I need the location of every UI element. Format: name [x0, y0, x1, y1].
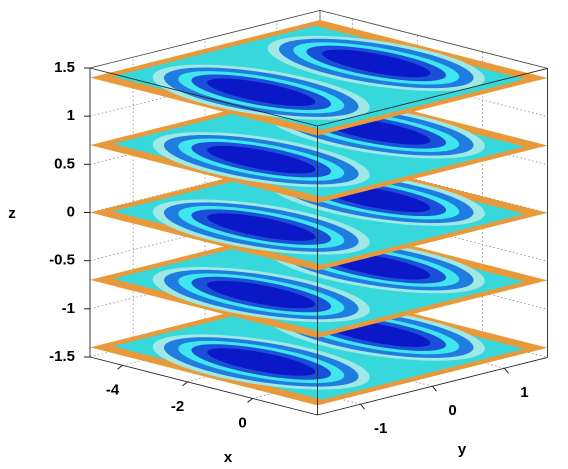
slice — [90, 87, 548, 204]
z-tick-label: 0 — [67, 203, 75, 220]
z-axis-label: z — [8, 205, 16, 222]
x-tick — [182, 381, 188, 387]
slice-inner — [112, 228, 525, 333]
z-tick-label: -0.5 — [49, 252, 75, 269]
y-tick — [432, 385, 437, 392]
z-tick-label: 1.5 — [54, 59, 75, 76]
slice-inner — [112, 295, 525, 400]
slice-inner — [112, 93, 525, 198]
vortex — [207, 280, 316, 309]
x-tick-label: -2 — [171, 398, 184, 415]
slice — [90, 20, 548, 136]
vortex — [207, 145, 316, 174]
x-tick — [117, 364, 123, 370]
vortex — [207, 213, 316, 241]
x-tick-label: 0 — [238, 414, 246, 431]
z-tick-label: -1 — [62, 300, 75, 317]
y-axis-label: y — [458, 441, 467, 458]
vortex — [207, 78, 316, 107]
vortex — [322, 49, 431, 78]
box-edge — [317, 67, 548, 127]
x-tick — [247, 398, 253, 403]
x-axis-label: x — [224, 449, 233, 466]
z-tick-label: -1.5 — [49, 348, 75, 365]
slice-inner — [112, 25, 525, 130]
z-tick-label: 1 — [67, 107, 75, 124]
y-tick-label: 1 — [520, 384, 528, 401]
y-tick-label: 0 — [448, 402, 456, 419]
box-edge — [89, 356, 318, 416]
y-tick — [360, 403, 366, 410]
z-tick-label: 0.5 — [54, 155, 75, 172]
x-tick-label: -4 — [106, 381, 120, 398]
box-edge — [89, 67, 318, 127]
y-tick-label: -1 — [374, 420, 387, 437]
slice-inner — [112, 160, 525, 265]
y-tick — [503, 367, 509, 374]
vortex — [207, 348, 316, 376]
